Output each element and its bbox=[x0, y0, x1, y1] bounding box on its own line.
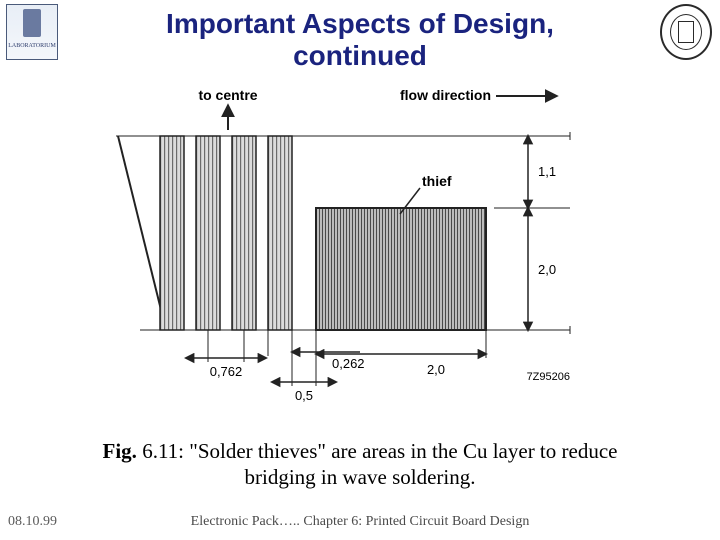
title-line-1: Important Aspects of Design, bbox=[166, 8, 554, 39]
solder-thieves-diagram: to centre flow direction thief 1,1 bbox=[100, 80, 640, 420]
svg-text:2,0: 2,0 bbox=[538, 262, 556, 277]
caption-num: 6.11: bbox=[137, 439, 189, 463]
caption-text-a: "Solder thieves" are areas in the Cu lay… bbox=[189, 439, 617, 463]
thief-block bbox=[316, 208, 486, 330]
diagram-code: 7Z95206 bbox=[527, 371, 570, 383]
footer-center: Electronic Pack….. Chapter 6: Printed Ci… bbox=[0, 514, 720, 530]
to-centre-label: to centre bbox=[198, 87, 257, 103]
caption-text-b: bridging in wave soldering. bbox=[245, 465, 476, 489]
angled-edge-line bbox=[118, 136, 166, 330]
flow-direction-label: flow direction bbox=[400, 87, 491, 103]
svg-text:2,0: 2,0 bbox=[427, 362, 445, 377]
dim-0-762: 0,762 bbox=[186, 330, 266, 379]
dim-1-1: 1,1 bbox=[494, 136, 570, 208]
dim-2-0-vert: 2,0 bbox=[528, 208, 556, 330]
svg-text:0,262: 0,262 bbox=[332, 356, 365, 371]
svg-text:0,762: 0,762 bbox=[210, 364, 243, 379]
page-title: Important Aspects of Design, continued bbox=[0, 8, 720, 72]
title-line-2: continued bbox=[293, 40, 427, 71]
caption-fig: Fig. bbox=[103, 439, 137, 463]
svg-text:1,1: 1,1 bbox=[538, 164, 556, 179]
figure-caption: Fig. 6.11: "Solder thieves" are areas in… bbox=[0, 438, 720, 491]
svg-text:0,5: 0,5 bbox=[295, 388, 313, 403]
conductor-bars bbox=[160, 136, 292, 330]
dim-0-5: 0,5 bbox=[272, 330, 336, 403]
thief-label: thief bbox=[422, 173, 452, 189]
